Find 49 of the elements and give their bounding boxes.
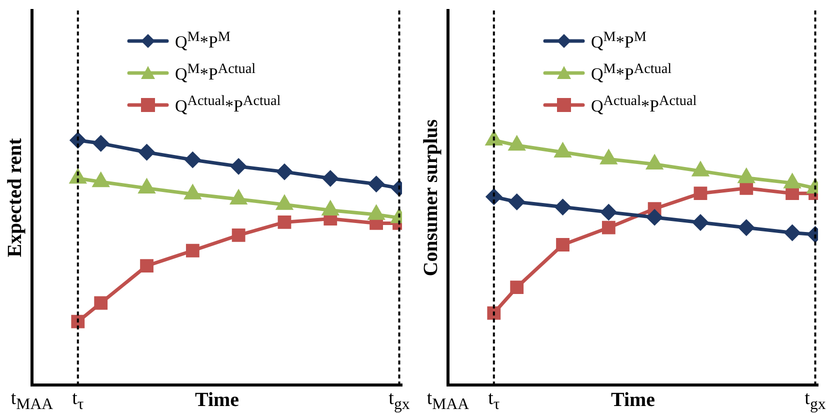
point: [186, 244, 200, 258]
point: [230, 158, 246, 174]
point: [94, 296, 108, 310]
point: [368, 176, 384, 192]
x-tick-label: t$_{gx}$: [388, 388, 410, 413]
point: [692, 162, 708, 176]
point: [276, 164, 292, 180]
point: [600, 150, 616, 164]
legend-label: Q$^{M}$*P$^{M}$: [591, 28, 646, 52]
x-axis-title: Time: [194, 389, 240, 412]
point: [738, 220, 754, 236]
x-tick-label: t$_{τ}$: [488, 388, 500, 413]
point: [694, 186, 708, 200]
point: [93, 136, 109, 152]
legend-label: Q$^{M}$*P$^{Actual}$: [591, 60, 672, 84]
point: [646, 155, 662, 170]
point: [509, 136, 525, 151]
x-tick-label: t$_{gx}$: [804, 388, 826, 413]
point: [510, 280, 524, 294]
point: [509, 194, 525, 210]
point: [738, 169, 754, 184]
point: [692, 214, 708, 230]
point: [140, 259, 154, 272]
legend-label: Q$^{Actual}$*P$^{Actual}$: [591, 92, 697, 116]
point: [322, 170, 338, 186]
y-axis-title: Consumer surplus: [420, 119, 442, 276]
point: [556, 238, 570, 252]
point: [646, 210, 662, 226]
point: [93, 173, 109, 188]
point: [600, 204, 616, 220]
legend-label: Q$^{M}$*P$^{Actual}$: [175, 60, 256, 84]
x-axis-title: Time: [610, 389, 656, 412]
y-axis-title: Expected rent: [4, 138, 26, 258]
point: [232, 228, 246, 242]
x-tick-label: t$_{τ}$: [72, 388, 84, 413]
x-tick-label: t$_{MAA}$: [10, 388, 54, 413]
point: [740, 182, 754, 195]
point: [555, 199, 571, 215]
point: [278, 216, 292, 229]
point: [184, 152, 200, 168]
point: [602, 220, 616, 234]
point: [786, 186, 799, 200]
point: [784, 174, 800, 188]
point: [554, 143, 571, 158]
x-tick-label: t$_{MAA}$: [426, 388, 470, 413]
legend-label: Q$^{M}$*P$^{M}$: [175, 28, 230, 52]
point: [784, 225, 800, 241]
legend-label: Q$^{Actual}$*P$^{Actual}$: [175, 92, 281, 116]
point: [139, 144, 155, 160]
